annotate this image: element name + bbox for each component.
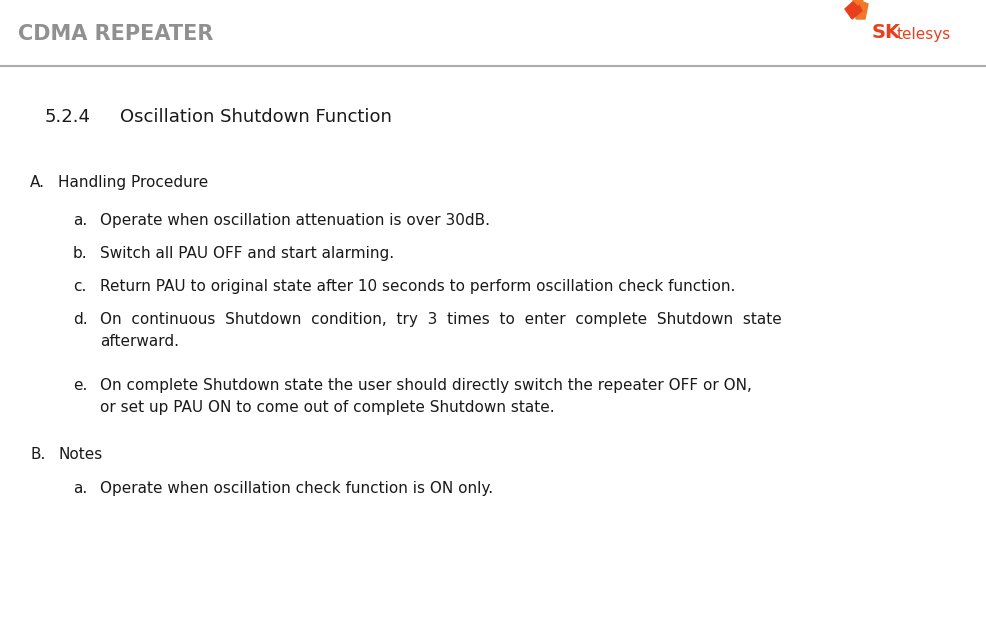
Polygon shape [845,0,862,19]
Text: c.: c. [73,279,87,294]
Text: telesys: telesys [897,26,951,42]
Text: Return PAU to original state after 10 seconds to perform oscillation check funct: Return PAU to original state after 10 se… [100,279,736,294]
Text: CDMA REPEATER: CDMA REPEATER [18,24,213,44]
Text: Oscillation Shutdown Function: Oscillation Shutdown Function [120,108,391,126]
Text: Switch all PAU OFF and start alarming.: Switch all PAU OFF and start alarming. [100,246,394,261]
Text: SK: SK [872,23,901,42]
Text: B.: B. [30,447,45,462]
Text: On complete Shutdown state the user should directly switch the repeater OFF or O: On complete Shutdown state the user shou… [100,378,752,415]
Polygon shape [856,0,868,19]
Text: a.: a. [73,481,87,496]
Text: a.: a. [73,213,87,228]
Text: e.: e. [73,378,88,393]
Text: A.: A. [30,175,45,190]
Text: Operate when oscillation check function is ON only.: Operate when oscillation check function … [100,481,493,496]
Text: Handling Procedure: Handling Procedure [58,175,208,190]
Text: Operate when oscillation attenuation is over 30dB.: Operate when oscillation attenuation is … [100,213,490,228]
Text: d.: d. [73,312,88,327]
Polygon shape [852,0,864,5]
Text: b.: b. [73,246,88,261]
Text: Notes: Notes [58,447,103,462]
Text: 5.2.4: 5.2.4 [45,108,91,126]
Text: On  continuous  Shutdown  condition,  try  3  times  to  enter  complete  Shutdo: On continuous Shutdown condition, try 3 … [100,312,782,349]
